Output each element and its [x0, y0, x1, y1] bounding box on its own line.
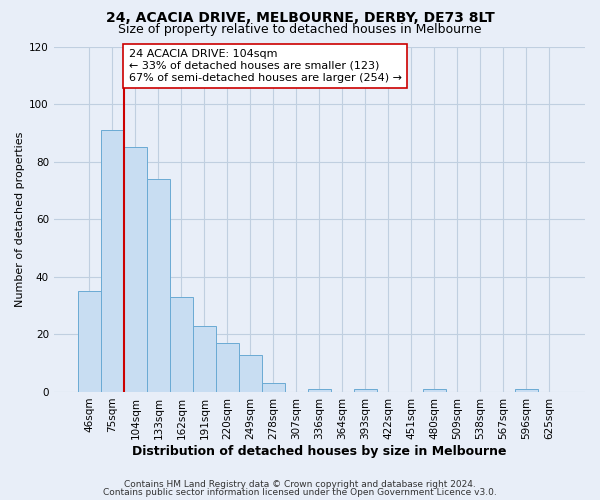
Bar [239, 354, 262, 392]
Text: Contains HM Land Registry data © Crown copyright and database right 2024.: Contains HM Land Registry data © Crown c… [124, 480, 476, 489]
Bar [124, 148, 147, 392]
Text: Size of property relative to detached houses in Melbourne: Size of property relative to detached ho… [118, 22, 482, 36]
X-axis label: Distribution of detached houses by size in Melbourne: Distribution of detached houses by size … [132, 444, 506, 458]
Bar [101, 130, 124, 392]
Bar [515, 389, 538, 392]
Bar [308, 389, 331, 392]
Text: 24 ACACIA DRIVE: 104sqm
← 33% of detached houses are smaller (123)
67% of semi-d: 24 ACACIA DRIVE: 104sqm ← 33% of detache… [128, 50, 401, 82]
Bar [216, 343, 239, 392]
Text: Contains public sector information licensed under the Open Government Licence v3: Contains public sector information licen… [103, 488, 497, 497]
Text: 24, ACACIA DRIVE, MELBOURNE, DERBY, DE73 8LT: 24, ACACIA DRIVE, MELBOURNE, DERBY, DE73… [106, 11, 494, 25]
Bar [423, 389, 446, 392]
Bar [78, 291, 101, 392]
Y-axis label: Number of detached properties: Number of detached properties [15, 132, 25, 307]
Bar [147, 179, 170, 392]
Bar [170, 297, 193, 392]
Bar [354, 389, 377, 392]
Bar [262, 384, 285, 392]
Bar [193, 326, 216, 392]
